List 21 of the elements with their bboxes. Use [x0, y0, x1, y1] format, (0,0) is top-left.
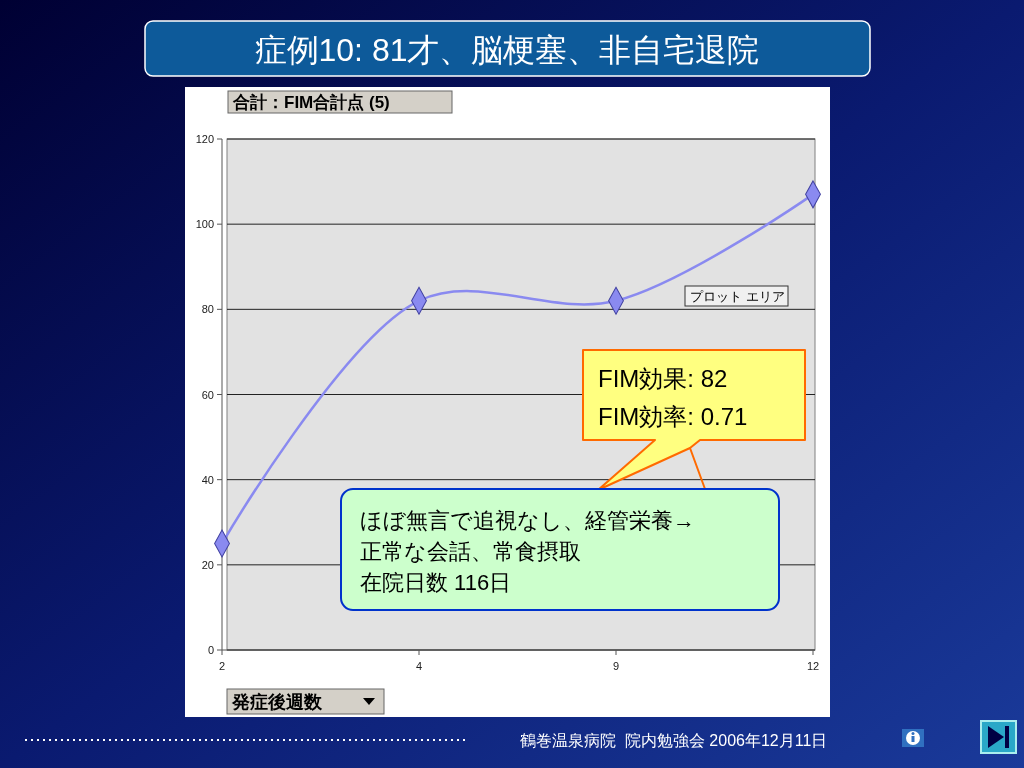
- text: 鶴巻温泉病院 院内勉強会 2006年12月11日: [520, 732, 828, 749]
- annotation: 在院日数 116日: [360, 570, 512, 595]
- chart-title: 症例10: 81才、脳梗塞、非自宅退院: [254, 32, 760, 68]
- y-tick-label: 60: [201, 388, 214, 401]
- y-axis-title: 合計：FIM合計点 (5): [232, 93, 390, 112]
- y-tick-label: 120: [195, 133, 214, 145]
- annotation: FIM効率: 0.71: [598, 403, 748, 430]
- y-tick-label: 0: [207, 644, 214, 656]
- x-tick-label: 12: [806, 660, 820, 672]
- x-axis-title: 発症後週数: [231, 692, 323, 712]
- annotation: FIM効果: 82: [598, 365, 728, 392]
- y-tick-label: 40: [201, 473, 214, 486]
- y-tick-label: 100: [195, 218, 214, 231]
- annotation: プロット エリア: [690, 289, 785, 304]
- x-tick-label: 9: [612, 660, 620, 672]
- y-tick-label: 20: [201, 558, 214, 571]
- x-tick-label: 2: [218, 660, 226, 672]
- y-tick-label: 80: [201, 303, 214, 316]
- x-tick-label: 4: [415, 660, 423, 672]
- annotation: 正常な会話、常食摂取: [360, 539, 581, 564]
- annotation: ほぼ無言で追視なし、経管栄養→: [360, 508, 695, 533]
